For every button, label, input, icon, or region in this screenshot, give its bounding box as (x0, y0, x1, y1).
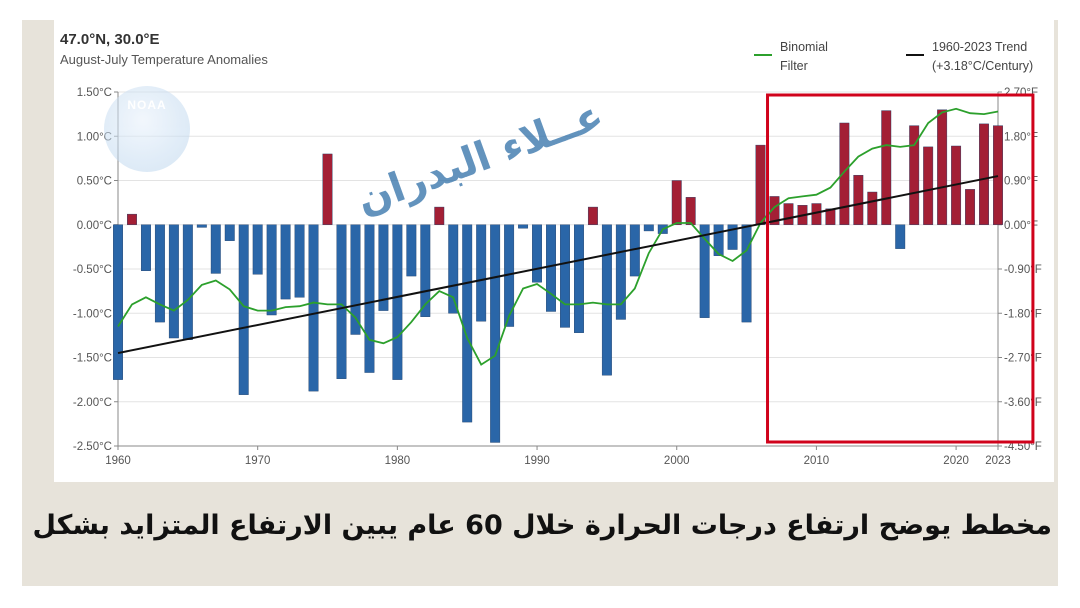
bar (113, 224, 123, 380)
x-tick-label: 2023 (985, 455, 1011, 467)
bar (923, 146, 934, 225)
bar (532, 224, 542, 283)
bar (909, 125, 920, 225)
y-tick-label-right: -4.50°F (1004, 441, 1042, 453)
bar (280, 224, 291, 300)
x-tick-label: 1990 (524, 455, 550, 467)
chart-frame: 47.0°N, 30.0°E August-July Temperature An… (22, 20, 1058, 586)
bar (350, 224, 361, 335)
bar (406, 224, 417, 277)
x-tick-label: 2020 (943, 455, 969, 467)
bar (224, 224, 235, 241)
bar (168, 224, 179, 339)
bar (140, 224, 151, 271)
bar (937, 109, 948, 225)
y-tick-label-left: -1.50°C (73, 353, 112, 365)
chart-subtitle: August-July Temperature Anomalies (60, 52, 268, 67)
bar (266, 224, 277, 316)
bar (420, 224, 431, 317)
x-tick-label: 1960 (105, 455, 131, 467)
bar (476, 224, 487, 322)
bar (601, 224, 612, 376)
bar (671, 180, 682, 225)
y-tick-label-right: -3.60°F (1004, 397, 1042, 409)
bar (741, 224, 752, 323)
chart-location-title: 47.0°N, 30.0°E (60, 31, 160, 48)
y-tick-label-left: 0.50°C (77, 176, 112, 188)
bar (895, 224, 906, 249)
bar (839, 122, 850, 225)
y-tick-label-right: 0.00°F (1004, 220, 1038, 232)
bar (490, 224, 501, 443)
bar (252, 224, 263, 275)
y-tick-label-right: -2.70°F (1004, 353, 1042, 365)
bar (364, 224, 375, 373)
y-tick-label-right: 1.80°F (1004, 131, 1038, 143)
trend-line (117, 175, 999, 355)
legend-trend-label-1: 1960-2023 Trend (932, 40, 1027, 54)
bar (853, 174, 864, 225)
y-tick-label-left: -2.00°C (73, 397, 112, 409)
bar (322, 153, 333, 225)
bar (769, 196, 780, 225)
bar (965, 189, 976, 225)
bar (587, 206, 598, 225)
legend-trend-label-2: (+3.18°C/Century) (932, 59, 1033, 73)
bar (881, 110, 892, 225)
bar (560, 224, 570, 328)
y-tick-label-left: -1.00°C (73, 308, 112, 320)
bar (336, 224, 347, 379)
bar (154, 224, 165, 323)
x-tick-label: 1980 (385, 455, 411, 467)
legend-filter-label-2: Filter (780, 59, 808, 73)
bar (713, 224, 724, 256)
y-tick-label-left: 1.00°C (77, 131, 112, 143)
bar (727, 224, 738, 250)
bar (518, 224, 529, 229)
noaa-logo-icon: NOAA (104, 86, 190, 172)
caption: مخطط يوضح ارتفاع درجات الحرارة خلال 60 ع… (22, 510, 1052, 541)
bar (378, 224, 389, 311)
bar (699, 224, 710, 318)
bar (755, 144, 766, 225)
bar (783, 203, 794, 225)
bar (182, 224, 193, 341)
bar (392, 224, 403, 380)
bar (196, 224, 207, 228)
bar (308, 224, 319, 392)
y-tick-label-left: 0.00°C (77, 220, 112, 232)
bar (294, 224, 305, 298)
x-tick-label: 2010 (804, 455, 830, 467)
highlight-box (766, 93, 1035, 444)
chart-svg: 47.0°N, 30.0°E August-July Temperature An… (60, 31, 1042, 467)
x-tick-label: 1970 (245, 455, 271, 467)
bar (546, 224, 556, 312)
bar (615, 224, 626, 320)
bar (979, 123, 989, 225)
bar (210, 224, 221, 274)
noaa-logo-label: NOAA (127, 98, 167, 112)
legend-filter-label-1: Binomial (780, 40, 828, 54)
y-tick-label-left: 1.50°C (77, 87, 112, 99)
bar (685, 197, 696, 225)
bar (434, 206, 445, 225)
y-tick-label-right: -1.80°F (1004, 308, 1042, 320)
bar (448, 224, 459, 314)
bar (462, 224, 473, 423)
binomial-filter-line (117, 107, 999, 366)
bar (643, 224, 654, 232)
bar (238, 224, 249, 395)
y-tick-label-left: -2.50°C (73, 441, 112, 453)
x-tick-label: 2000 (664, 455, 690, 467)
bar (867, 191, 878, 225)
bar (993, 125, 1003, 225)
y-tick-label-right: -0.90°F (1004, 264, 1042, 276)
plot-area: 47.0°N, 30.0°E August-July Temperature An… (54, 20, 1054, 482)
bar (574, 224, 584, 333)
y-tick-label-right: 0.90°F (1004, 176, 1038, 188)
bar (127, 213, 137, 225)
y-tick-label-left: -0.50°C (73, 264, 112, 276)
